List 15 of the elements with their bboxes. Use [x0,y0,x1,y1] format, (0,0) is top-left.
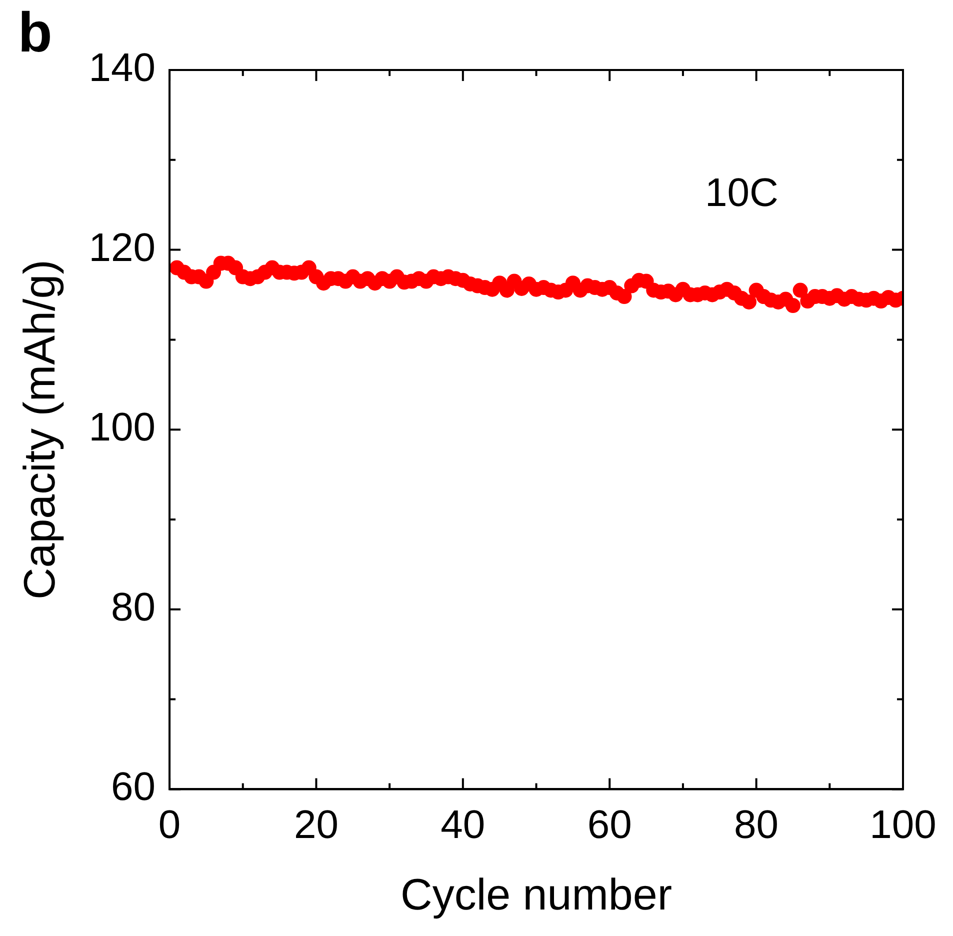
y-tick-label: 100 [88,406,156,450]
annotation: 10C [704,171,778,216]
y-tick-label: 120 [88,226,156,270]
x-tick-label: 40 [440,803,486,848]
text: b [18,0,52,64]
y-axis-title: Capacity (mAh/g) [16,260,65,600]
x-tick-label: 20 [294,803,338,848]
x-tick-label: 0 [158,803,181,848]
y-tick-label: 80 [111,585,156,630]
y-tick-label: 60 [111,765,156,810]
y-tick-label: 140 [88,46,156,90]
x-tick-label: 100 [870,803,936,848]
x-tick-label: 80 [734,803,779,848]
x-axis-title: Cycle number [400,870,672,920]
x-tick-label: 60 [587,803,632,848]
